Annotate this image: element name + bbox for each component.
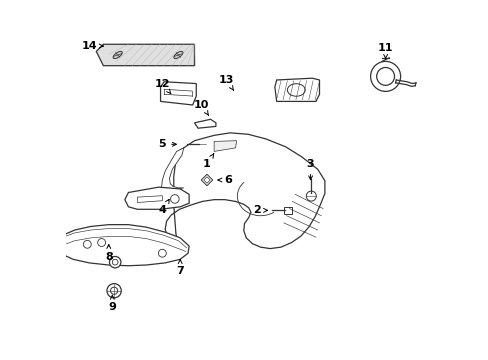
Polygon shape <box>96 44 194 66</box>
Circle shape <box>158 249 166 257</box>
Text: 9: 9 <box>108 296 116 312</box>
Polygon shape <box>55 230 62 254</box>
Polygon shape <box>160 82 196 105</box>
Text: 2: 2 <box>253 205 267 215</box>
Circle shape <box>376 67 394 85</box>
Circle shape <box>57 247 62 252</box>
Text: 7: 7 <box>176 260 183 276</box>
Circle shape <box>107 284 121 298</box>
Text: 3: 3 <box>306 159 314 180</box>
Circle shape <box>98 239 105 247</box>
Circle shape <box>83 240 91 248</box>
Text: 10: 10 <box>194 100 209 115</box>
Text: 11: 11 <box>377 43 392 59</box>
Bar <box>198 141 205 148</box>
Text: 12: 12 <box>154 78 170 94</box>
Text: 13: 13 <box>219 75 234 90</box>
Text: 14: 14 <box>81 41 103 51</box>
Bar <box>284 207 291 214</box>
Text: 4: 4 <box>158 199 169 215</box>
Polygon shape <box>203 177 210 183</box>
Text: 6: 6 <box>218 175 232 185</box>
Polygon shape <box>62 225 189 266</box>
Polygon shape <box>201 174 212 186</box>
Circle shape <box>57 239 62 244</box>
Text: 8: 8 <box>104 244 112 262</box>
Circle shape <box>57 231 62 237</box>
Polygon shape <box>137 196 162 203</box>
Polygon shape <box>124 187 189 209</box>
Polygon shape <box>162 148 183 193</box>
Ellipse shape <box>173 51 183 59</box>
Text: 5: 5 <box>158 139 176 149</box>
Polygon shape <box>194 119 216 128</box>
Circle shape <box>170 195 179 203</box>
Circle shape <box>112 259 118 265</box>
Polygon shape <box>214 141 236 152</box>
Ellipse shape <box>113 51 122 59</box>
Polygon shape <box>165 133 324 249</box>
Text: 1: 1 <box>203 154 213 169</box>
Circle shape <box>110 287 118 294</box>
Ellipse shape <box>287 84 305 96</box>
Circle shape <box>109 256 121 268</box>
Circle shape <box>305 191 316 201</box>
Bar <box>54 231 61 253</box>
Circle shape <box>370 62 400 91</box>
Polygon shape <box>274 78 319 102</box>
